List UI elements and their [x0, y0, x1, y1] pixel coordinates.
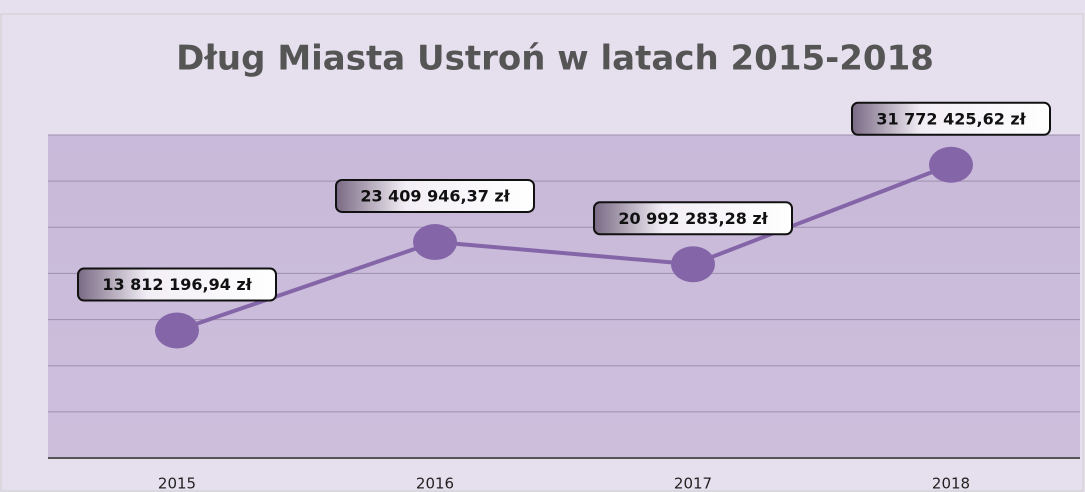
- value-label-box: [593, 201, 793, 236]
- x-tick-label: 2018: [932, 475, 970, 492]
- line: [176, 162, 952, 333]
- chart-title: Dług Miasta Ustroń w latach 2015-2018: [176, 39, 934, 79]
- marker: [671, 246, 715, 283]
- marker: [155, 312, 199, 349]
- frame: [0, 13, 1084, 492]
- value-label: 31 772 425,62 zł: [876, 109, 1026, 128]
- value-label-box: [77, 267, 277, 302]
- marker: [929, 146, 973, 183]
- value-label: 20 992 283,28 zł: [618, 209, 768, 228]
- value-label-box: [851, 101, 1051, 136]
- value-label: 23 409 946,37 zł: [360, 186, 510, 205]
- marker: [413, 223, 457, 260]
- value-label: 13 812 196,94 zł: [102, 275, 252, 294]
- x-tick-label: 2017: [674, 475, 712, 492]
- x-tick-label: 2015: [158, 475, 196, 492]
- x-tick-label: 2016: [416, 475, 454, 492]
- value-label-box: [335, 178, 535, 213]
